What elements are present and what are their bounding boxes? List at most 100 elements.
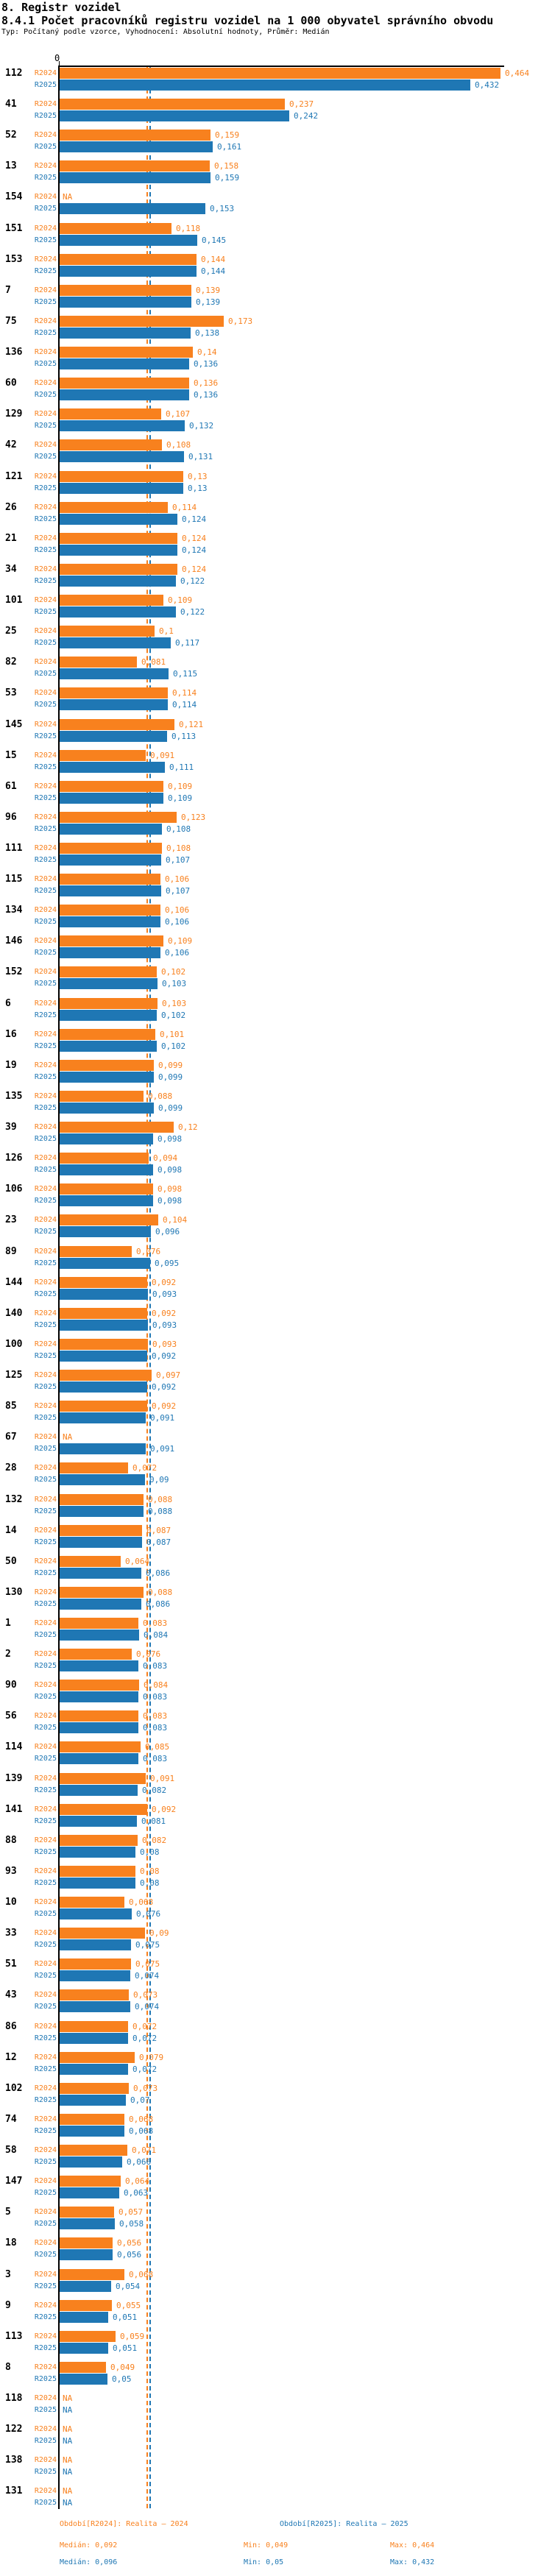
bar-line-r2025: R2025 0,113 [0,731,552,742]
bar-value-r2024: 0,076 [136,1247,161,1256]
bar-r2025 [60,79,470,91]
bar-r2024 [60,1710,138,1722]
bar-value-r2025: 0,051 [113,2313,138,2322]
bar-line-r2025: R2025 0,072 [0,2033,552,2044]
series-label-r2025: R2025 [34,1631,57,1639]
series-label-r2024: R2024 [34,1402,57,1410]
series-label-r2025: R2025 [34,2375,57,2383]
chart-row: 113 R2024 0,059 R2025 0,051 [0,2331,552,2354]
bar-value-r2025: 0,124 [182,545,207,555]
bar-r2024 [60,2083,129,2094]
bar-line-r2025: R2025 0,051 [0,2343,552,2354]
series-label-r2025: R2025 [34,670,57,678]
bar-line-r2025: R2025 0,099 [0,1072,552,1083]
bar-value-r2024: 0,101 [160,1030,185,1039]
series-label-r2024: R2024 [34,1216,57,1224]
y-axis-line [58,66,60,2509]
series-label-r2024: R2024 [34,1092,57,1100]
district-number-label: 111 [5,843,23,854]
bar-value-r2025: 0,136 [194,359,219,369]
bar-line-r2025: R2025 0,086 [0,1568,552,1579]
bar-value-r2024: NA [63,1432,73,1442]
bar-r2025 [60,1970,130,1981]
bar-r2025 [60,2095,126,2106]
bar-value-r2024: 0,092 [152,1309,177,1318]
chart-row: 1 R2024 0,083 R2025 0,084 [0,1618,552,1641]
series-label-r2024: R2024 [34,2332,57,2340]
series-label-r2025: R2025 [34,701,57,709]
bar-r2024 [60,905,160,916]
bar-r2025 [60,1722,138,1733]
bar-line-r2024: R2024 0,083 [0,1618,552,1629]
bar-value-r2025: 0,083 [143,1661,168,1671]
bar-value-r2024: 0,085 [145,1742,170,1752]
bar-value-r2025: 0,138 [195,328,220,338]
bar-r2024 [60,1183,153,1195]
bar-value-r2025: NA [63,2436,73,2446]
bar-line-r2024: R2024 0,082 [0,1835,552,1846]
chart-row: 146 R2024 0,109 R2025 0,106 [0,935,552,958]
chart-row: 100 R2024 0,093 R2025 0,092 [0,1339,552,1362]
bar-value-r2025: 0,432 [475,80,500,90]
series-label-r2025: R2025 [34,825,57,833]
bar-value-r2025: 0,153 [210,204,235,213]
series-label-r2025: R2025 [34,1073,57,1081]
district-number-label: 88 [5,1835,17,1846]
chart-row: 14 R2024 0,087 R2025 0,087 [0,1525,552,1548]
section-title: 8. Registr vozidel [1,1,121,14]
bar-value-r2025: 0,093 [152,1289,177,1299]
series-label-r2024: R2024 [34,2301,57,2310]
bar-r2025 [60,1908,132,1919]
bar-line-r2024: R2024 0,083 [0,1710,552,1722]
bar-value-r2024: 0,049 [110,2363,135,2372]
district-number-label: 85 [5,1401,17,1412]
chart-row: 114 R2024 0,085 R2025 0,083 [0,1741,552,1764]
bar-line-r2024: R2024 0,056 [0,2237,552,2248]
bar-value-r2024: 0,123 [181,813,206,822]
chart-row: 2 R2024 0,076 R2025 0,083 [0,1649,552,1671]
bar-value-r2024: 0,068 [129,2115,154,2124]
chart-row: 9 R2024 0,055 R2025 0,051 [0,2300,552,2323]
series-label-r2024: R2024 [34,224,57,233]
bar-r2025 [60,1226,151,1237]
bar-line-r2025: R2025 0,093 [0,1320,552,1331]
series-label-r2025: R2025 [34,856,57,864]
bar-line-r2025: R2025 0,05 [0,2374,552,2385]
bar-line-r2025: R2025 0,103 [0,978,552,989]
bar-r2024 [60,1308,147,1319]
bar-value-r2025: 0,072 [132,2064,158,2074]
bar-r2025 [60,1412,146,1423]
bar-value-r2024: 0,098 [158,1184,183,1194]
series-label-r2025: R2025 [34,1290,57,1298]
bar-line-r2024: R2024 0,068 [0,2269,552,2280]
bar-line-r2025: R2025 0,117 [0,637,552,648]
series-label-r2025: R2025 [34,298,57,306]
bar-line-r2025: R2025 NA [0,2405,552,2416]
bar-value-r2025: 0,108 [166,824,191,834]
bar-line-r2025: R2025 0,136 [0,389,552,400]
bar-r2025 [60,297,191,308]
series-label-r2024: R2024 [34,255,57,263]
series-label-r2024: R2024 [34,1774,57,1783]
series-label-r2025: R2025 [34,360,57,368]
district-number-label: 14 [5,1525,17,1536]
chart-row: 42 R2024 0,108 R2025 0,131 [0,439,552,462]
bar-line-r2025: R2025 0,153 [0,203,552,214]
bar-r2024 [60,2362,106,2373]
district-number-label: 144 [5,1277,23,1288]
bar-value-r2024: 0,1 [159,626,174,636]
bar-r2025 [60,2156,122,2168]
bar-line-r2025: R2025 0,106 [0,916,552,927]
bar-value-r2024: 0,109 [168,936,193,946]
bar-r2025 [60,916,160,927]
series-label-r2024: R2024 [34,596,57,604]
series-label-r2024: R2024 [34,2363,57,2371]
series-label-r2024: R2024 [34,473,57,481]
bar-line-r2024: R2024 0,088 [0,1494,552,1505]
bar-line-r2024: R2024 0,106 [0,905,552,916]
chart-row: 122 R2024 NA R2025 NA [0,2424,552,2446]
bar-line-r2024: R2024 0,092 [0,1804,552,1815]
bar-value-r2025: 0,144 [201,266,226,276]
bar-value-r2025: 0,09 [149,1475,169,1485]
district-number-label: 13 [5,160,17,171]
